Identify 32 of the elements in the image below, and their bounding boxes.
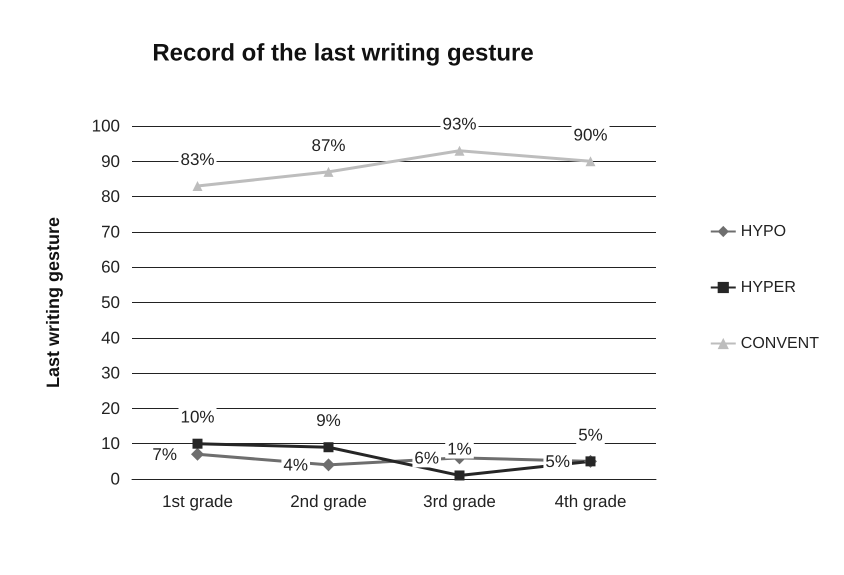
data-label: 1% [447, 439, 472, 458]
y-tick-label: 60 [101, 258, 120, 277]
y-tick-label: 0 [110, 470, 120, 488]
y-tick-label: 70 [101, 222, 120, 242]
x-tick-label: 3rd grade [423, 492, 496, 511]
data-label: 4% [283, 455, 308, 474]
data-label: 7% [152, 444, 177, 464]
x-tick-label: 1st grade [162, 492, 233, 511]
data-label: 9% [316, 411, 341, 430]
data-label: 5% [578, 425, 603, 444]
data-label: 5% [545, 452, 570, 471]
chart-title: Record of the last writing gesture [152, 40, 534, 66]
y-tick-label: 30 [101, 364, 120, 383]
data-label: 83% [180, 150, 215, 170]
data-label: 6% [414, 448, 439, 468]
y-tick-label: 50 [101, 293, 120, 312]
y-tick-label: 80 [101, 187, 120, 206]
x-tick-label: 4th grade [554, 492, 626, 511]
y-tick-label: 100 [92, 116, 120, 136]
y-tick-label: 10 [101, 434, 120, 454]
data-label: 90% [573, 125, 608, 144]
y-axis-title: Last writing gesture [43, 216, 63, 388]
legend-label: HYPER [740, 279, 796, 296]
x-tick-label: 2nd grade [290, 492, 367, 511]
data-label: 87% [311, 136, 346, 155]
y-tick-label: 90 [101, 152, 120, 171]
legend-label: HYPO [740, 223, 786, 240]
y-tick-label: 40 [101, 328, 120, 348]
y-tick-label: 20 [101, 398, 120, 418]
data-label: 93% [442, 114, 477, 134]
data-label: 10% [180, 408, 215, 427]
legend-label: CONVENT [740, 335, 820, 352]
